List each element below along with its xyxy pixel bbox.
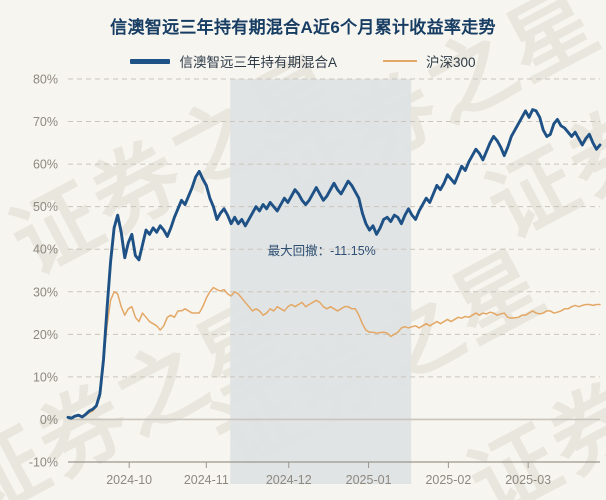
y-tick-label: 20% xyxy=(33,328,58,342)
y-tick-label: 70% xyxy=(33,115,58,129)
y-tick-label: 30% xyxy=(33,285,58,299)
page-title: 信澳智远三年持有期混合A近6个月累计收益率走势 xyxy=(110,18,496,37)
legend-item-label: 信澳智远三年持有期混合A xyxy=(179,55,337,70)
x-tick-label: 2025-01 xyxy=(346,473,392,487)
legend-swatch-icon xyxy=(130,58,171,64)
y-tick-label: 10% xyxy=(33,370,58,384)
x-tick-label: 2025-03 xyxy=(505,473,551,487)
x-tick-label: 2024-11 xyxy=(184,473,229,487)
drawdown-annotation-label: 最大回撤：-11.15% xyxy=(268,243,376,258)
y-tick-label: 40% xyxy=(33,243,58,257)
legend-item-benchmark[interactable]: 沪深300 xyxy=(382,51,476,71)
y-tick-label: 50% xyxy=(33,200,58,214)
chart-legend: 信澳智远三年持有期混合A 沪深300 xyxy=(0,51,606,71)
x-tick-label: 2024-12 xyxy=(266,473,312,487)
legend-swatch-icon xyxy=(382,60,417,62)
x-axis-ticks: 2024-10 2024-11 2024-12 2025-01 2025-02 2025-… xyxy=(106,462,551,487)
x-tick-label: 2024-10 xyxy=(106,473,152,487)
x-tick-label: 2025-02 xyxy=(425,473,471,487)
gridlines xyxy=(68,78,600,463)
y-axis-ticks: 80% 70% 60% 50% 40% 30% 20% 10% 0% -10% xyxy=(29,73,58,470)
series-layer xyxy=(66,108,602,420)
y-tick-label: 80% xyxy=(33,73,58,87)
legend-item-fund[interactable]: 信澳智远三年持有期混合A xyxy=(130,51,337,71)
series-line xyxy=(67,286,601,420)
drawdown-band xyxy=(230,79,412,484)
y-tick-label: -10% xyxy=(29,456,58,470)
y-tick-label: 0% xyxy=(40,413,58,427)
y-tick-label: 60% xyxy=(33,158,58,172)
drawdown-annotation: 最大回撤：-11.15% xyxy=(268,243,376,258)
chart-header: 信澳智远三年持有期混合A近6个月累计收益率走势 信澳智远三年持有期混合A 沪深3… xyxy=(0,0,606,71)
legend-item-label: 沪深300 xyxy=(425,55,476,70)
series-line xyxy=(66,108,602,420)
